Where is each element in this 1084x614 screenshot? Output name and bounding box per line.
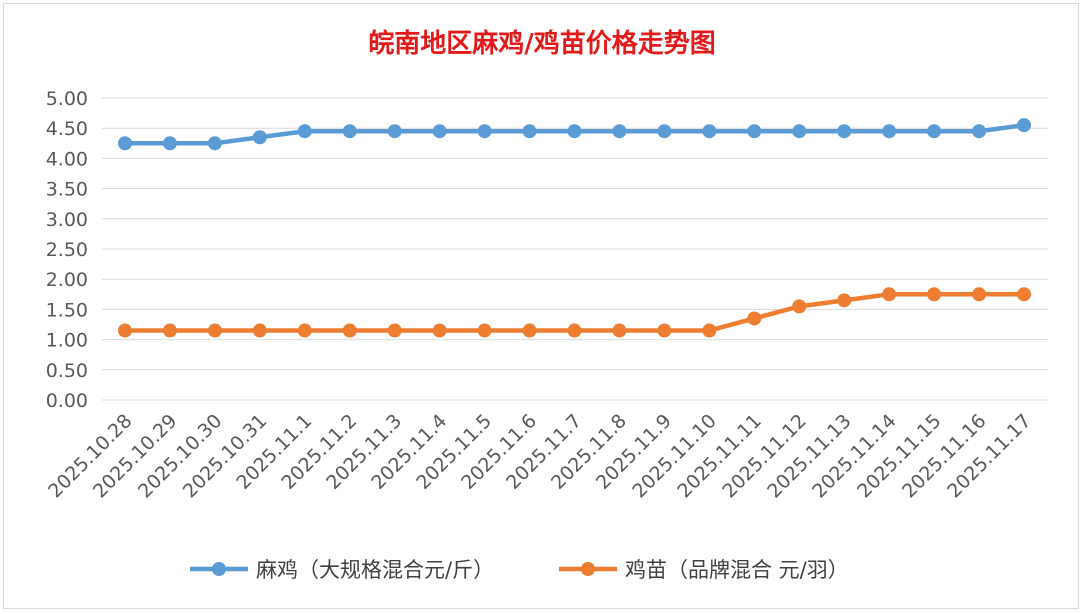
data-point bbox=[477, 323, 492, 338]
legend: 麻鸡（大规格混合元/斤） 鸡苗（品牌混合 元/羽） bbox=[190, 558, 849, 582]
data-point bbox=[702, 124, 717, 139]
data-point bbox=[612, 323, 627, 338]
series-layer bbox=[118, 118, 1031, 338]
y-axis-labels: 0.00 0.50 1.00 1.50 2.00 2.50 3.00 3.50 4.00 4.50… bbox=[46, 88, 88, 412]
data-point bbox=[118, 323, 132, 338]
y-tick-label: 0.50 bbox=[46, 360, 88, 382]
legend-marker bbox=[212, 562, 226, 576]
data-point bbox=[118, 136, 132, 151]
data-point bbox=[1017, 118, 1031, 133]
data-point bbox=[972, 124, 987, 139]
data-point bbox=[342, 124, 357, 139]
data-point bbox=[792, 299, 807, 314]
data-point bbox=[162, 136, 177, 151]
data-point bbox=[927, 124, 942, 139]
data-point bbox=[882, 287, 897, 302]
series-2 bbox=[118, 287, 1031, 338]
data-point bbox=[567, 323, 582, 338]
y-tick-label: 5.00 bbox=[46, 88, 88, 110]
data-point bbox=[342, 323, 357, 338]
y-tick-label: 4.00 bbox=[46, 148, 88, 170]
data-point bbox=[207, 323, 222, 338]
legend-label: 麻鸡（大规格混合元/斤） bbox=[256, 558, 494, 582]
data-point bbox=[702, 323, 717, 338]
y-tick-label: 1.50 bbox=[46, 299, 88, 321]
data-point bbox=[297, 323, 312, 338]
data-point bbox=[972, 287, 987, 302]
data-point bbox=[387, 323, 402, 338]
chart-frame bbox=[3, 3, 1079, 609]
data-point bbox=[837, 124, 852, 139]
y-tick-label: 0.00 bbox=[46, 390, 88, 412]
data-point bbox=[297, 124, 312, 139]
data-point bbox=[162, 323, 177, 338]
data-point bbox=[657, 323, 672, 338]
data-point bbox=[522, 124, 537, 139]
data-point bbox=[747, 124, 762, 139]
y-tick-label: 3.00 bbox=[46, 209, 88, 231]
legend-item: 鸡苗（品牌混合 元/羽） bbox=[559, 558, 849, 582]
y-tick-label: 3.50 bbox=[46, 179, 88, 201]
data-point bbox=[387, 124, 402, 139]
data-point bbox=[432, 323, 447, 338]
data-point bbox=[567, 124, 582, 139]
data-point bbox=[792, 124, 807, 139]
data-point bbox=[882, 124, 897, 139]
legend-item: 麻鸡（大规格混合元/斤） bbox=[190, 558, 494, 582]
data-point bbox=[522, 323, 537, 338]
series-1 bbox=[118, 118, 1031, 151]
data-point bbox=[612, 124, 627, 139]
y-tick-label: 2.50 bbox=[46, 239, 88, 261]
y-tick-label: 4.50 bbox=[46, 118, 88, 140]
gridlines bbox=[102, 97, 1048, 401]
data-point bbox=[252, 130, 267, 145]
legend-label: 鸡苗（品牌混合 元/羽） bbox=[625, 558, 849, 582]
data-point bbox=[747, 311, 762, 326]
x-axis-labels: 2025.10.282025.10.292025.10.302025.10.31… bbox=[44, 410, 1035, 502]
data-point bbox=[477, 124, 492, 139]
data-point bbox=[837, 293, 852, 308]
y-tick-label: 2.00 bbox=[46, 269, 88, 291]
chart-title: 皖南地区麻鸡/鸡苗价格走势图 bbox=[368, 28, 716, 59]
data-point bbox=[207, 136, 222, 151]
legend-marker bbox=[581, 562, 595, 576]
data-point bbox=[432, 124, 447, 139]
data-point bbox=[927, 287, 942, 302]
data-point bbox=[657, 124, 672, 139]
y-tick-label: 1.00 bbox=[46, 330, 88, 352]
data-point bbox=[1017, 287, 1031, 302]
data-point bbox=[252, 323, 267, 338]
